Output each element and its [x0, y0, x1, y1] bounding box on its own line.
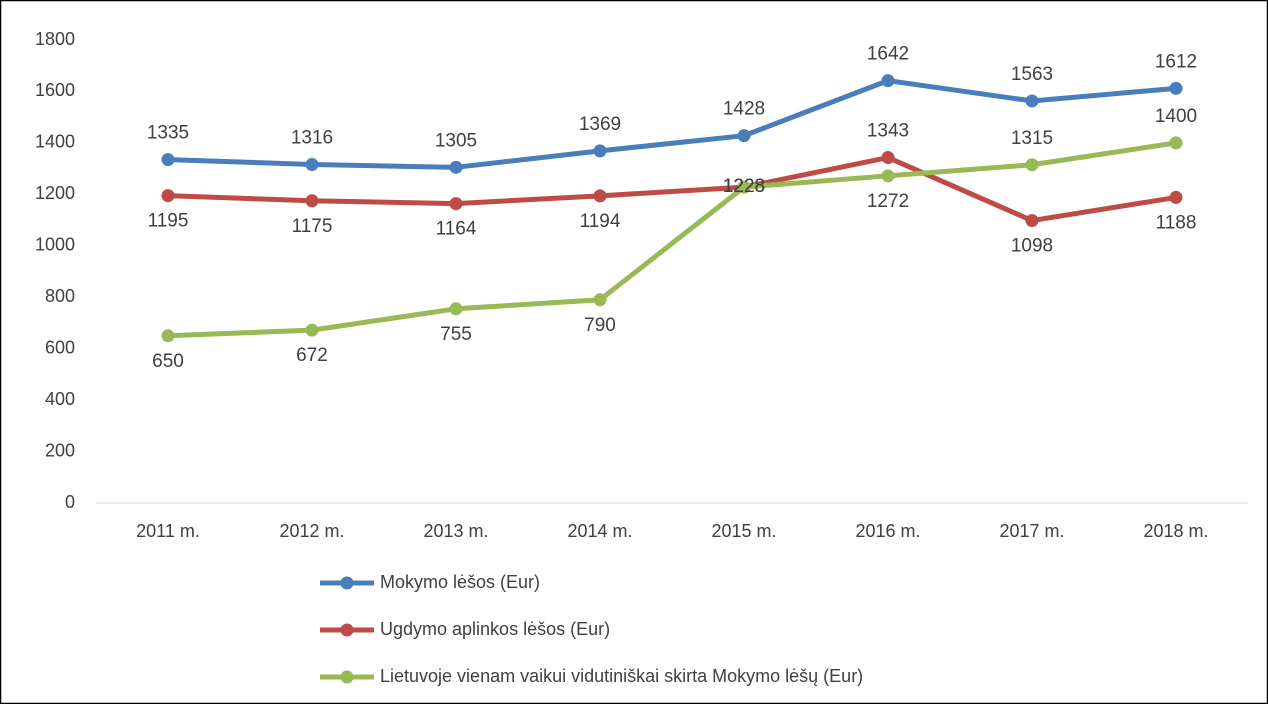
data-label: 1316: [291, 128, 333, 149]
data-label: 1305: [435, 130, 477, 151]
data-point: [593, 293, 607, 307]
data-point: [593, 144, 607, 158]
data-point: [1169, 81, 1183, 95]
data-point: [449, 160, 463, 174]
data-point: [737, 180, 751, 194]
y-tick-label: 1200: [35, 183, 75, 203]
data-label: 1343: [867, 121, 909, 142]
y-tick-label: 1600: [35, 80, 75, 100]
data-point: [1169, 136, 1183, 150]
data-label: 1164: [436, 219, 477, 240]
data-label: 1188: [1156, 212, 1197, 233]
series-line: [167, 140, 1177, 339]
data-label: 1228: [723, 176, 765, 197]
data-point: [1025, 214, 1039, 228]
data-point: [305, 157, 319, 171]
data-point: [449, 197, 463, 211]
legend-marker: [340, 576, 354, 590]
data-point: [161, 153, 175, 167]
y-tick-label: 0: [65, 492, 75, 512]
series-line: [167, 155, 1177, 224]
data-point: [1169, 190, 1183, 204]
legend-label: Ugdymo aplinkos lėšos (Eur): [380, 619, 610, 639]
data-label: 1563: [1011, 64, 1053, 85]
x-tick-label: 2013 m.: [423, 521, 488, 541]
data-label: 1175: [292, 216, 333, 237]
data-point: [881, 151, 895, 165]
data-label: 1315: [1011, 128, 1053, 149]
data-point: [305, 194, 319, 208]
data-label: 1272: [867, 191, 909, 212]
data-label: 1194: [580, 211, 621, 232]
data-label: 1098: [1011, 236, 1053, 257]
y-tick-label: 600: [45, 337, 75, 357]
data-point: [161, 329, 175, 343]
x-tick-label: 2017 m.: [999, 521, 1064, 541]
y-tick-label: 800: [45, 286, 75, 306]
data-label: 790: [584, 315, 616, 336]
data-label: 672: [296, 345, 328, 366]
data-label: 1428: [723, 99, 765, 120]
x-tick-label: 2011 m.: [136, 521, 200, 541]
y-tick-label: 1400: [35, 132, 75, 152]
data-point: [305, 323, 319, 337]
data-label: 1335: [147, 123, 189, 144]
data-point: [1025, 158, 1039, 172]
data-point: [161, 189, 175, 203]
legend-marker: [340, 670, 354, 684]
series-line: [167, 78, 1177, 170]
x-tick-label: 2016 m.: [855, 521, 920, 541]
data-label: 755: [440, 324, 472, 345]
x-tick-label: 2015 m.: [711, 521, 776, 541]
data-point: [737, 129, 751, 143]
y-tick-label: 1800: [35, 29, 75, 49]
x-tick-label: 2018 m.: [1143, 521, 1208, 541]
data-label: 1228: [723, 176, 765, 197]
legend-label: Lietuvoje vienam vaikui vidutiniškai ski…: [380, 666, 863, 686]
y-tick-label: 200: [45, 440, 75, 460]
legend-marker: [340, 623, 354, 637]
data-point: [881, 74, 895, 88]
y-tick-label: 1000: [35, 235, 75, 255]
x-tick-label: 2012 m.: [279, 521, 344, 541]
data-label: 1642: [867, 44, 909, 65]
y-tick-label: 400: [45, 389, 75, 409]
data-label: 1369: [579, 114, 621, 135]
legend-label: Mokymo lėšos (Eur): [380, 572, 540, 592]
x-tick-label: 2014 m.: [567, 521, 632, 541]
data-label: 1195: [148, 211, 189, 232]
data-label: 650: [152, 351, 184, 372]
data-label: 1612: [1155, 51, 1197, 72]
data-point: [449, 302, 463, 316]
data-point: [881, 169, 895, 183]
data-point: [593, 189, 607, 203]
data-point: [1025, 94, 1039, 108]
data-label: 1400: [1155, 106, 1197, 127]
